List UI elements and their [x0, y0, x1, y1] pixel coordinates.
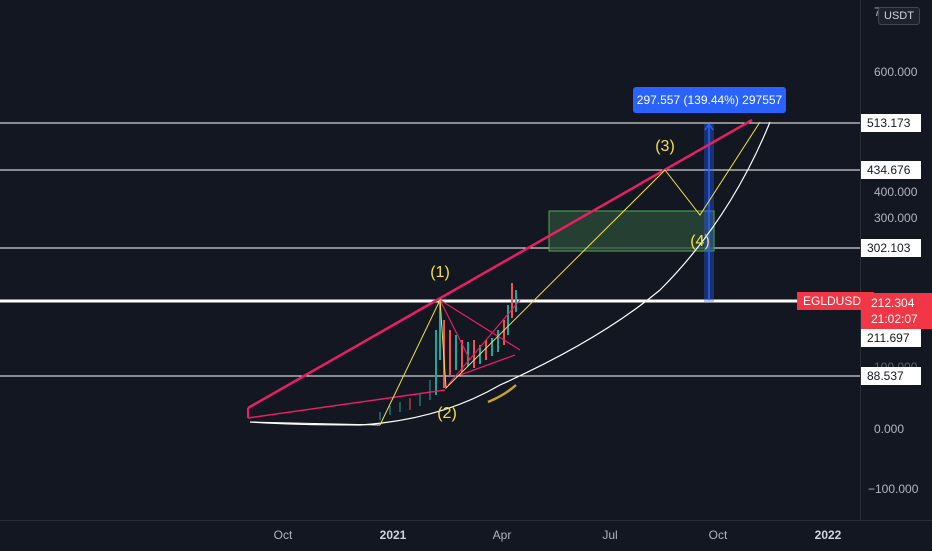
upper-channel-line [247, 118, 753, 410]
price-tick-neg100: −100.000 [868, 482, 919, 496]
accent-arc [487, 384, 517, 404]
price-tick-400: 400.000 [874, 185, 918, 199]
level-label-434[interactable]: 434.676 [861, 161, 921, 179]
level-label-211[interactable]: 211.697 [861, 329, 921, 347]
time-axis[interactable] [0, 520, 932, 551]
horizontal-levels [0, 122, 860, 377]
measure-label[interactable]: 297.557 (139.44%) 297557 [633, 87, 786, 113]
level-label-302[interactable]: 302.103 [861, 239, 921, 257]
wave-label-3: (3) [655, 138, 675, 155]
channel-lines[interactable] [247, 118, 753, 419]
lower-channel-line [247, 389, 446, 419]
wave-label-2: (2) [437, 405, 457, 422]
bar-countdown: 21:02:07 [871, 312, 918, 326]
price-tick-0: 0.000 [874, 422, 905, 436]
symbol-badge[interactable]: EGLDUSDT [797, 292, 875, 310]
last-price-value: 212.304 [871, 296, 915, 310]
level-label-88[interactable]: 88.537 [861, 367, 921, 385]
level-label-513[interactable]: 513.173 [861, 114, 921, 132]
price-tick-300: 300.000 [874, 211, 918, 225]
time-tick-jul: Jul [602, 528, 618, 542]
price-tick-top: 7 [874, 5, 881, 19]
currency-button[interactable]: USDT [878, 7, 920, 25]
time-tick-apr: Apr [492, 528, 512, 542]
time-tick-oct-2021: Oct [708, 528, 728, 542]
time-tick-2021: 2021 [379, 528, 407, 542]
curve-base-line [249, 421, 381, 426]
price-tick-600: 600.000 [874, 65, 918, 79]
elliott-wave-path[interactable] [379, 121, 761, 426]
wave-label-4: (4) [690, 233, 710, 250]
time-tick-oct-2020: Oct [273, 528, 293, 542]
target-zone[interactable] [548, 210, 715, 252]
parabolic-curve[interactable] [249, 121, 771, 426]
measure-arrow-head [704, 122, 714, 131]
price-axis[interactable] [860, 0, 932, 520]
wave-label-1: (1) [430, 264, 450, 281]
time-tick-2022: 2022 [814, 528, 842, 542]
last-price-badge[interactable]: 212.304 21:02:07 [861, 293, 932, 329]
